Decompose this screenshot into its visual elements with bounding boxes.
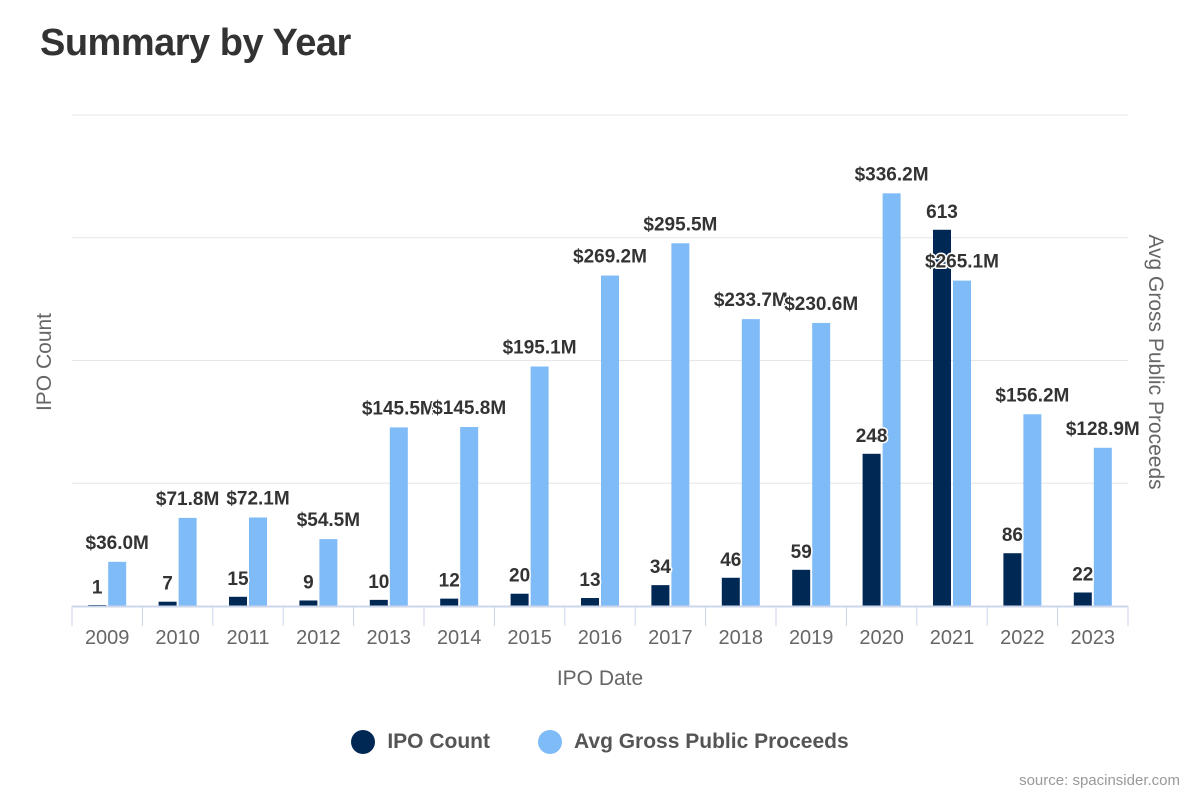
legend: IPO Count Avg Gross Public Proceeds [0, 730, 1200, 754]
x-tick-label: 2009 [85, 627, 130, 649]
bar-ipo-count[interactable] [1073, 592, 1092, 606]
data-label-avg-proceeds: $336.2M [855, 164, 929, 185]
bar-avg-proceeds[interactable] [108, 561, 127, 606]
data-label-ipo-count: 7 [162, 574, 173, 595]
bar-ipo-count[interactable] [369, 599, 388, 606]
data-label-avg-proceeds: $128.9M [1066, 419, 1140, 440]
x-tick-label: 2018 [719, 627, 764, 649]
legend-swatch-ipo-count [351, 730, 376, 754]
bar-avg-proceeds[interactable] [953, 280, 971, 606]
x-tick-label: 2021 [930, 627, 975, 649]
x-axis: 2009 2010 2011 2012 2013 2014 2015 2016 2017 2018… [71, 605, 1129, 649]
bar-avg-proceeds[interactable] [319, 539, 338, 606]
x-tick-label: 2017 [648, 627, 693, 649]
x-tick-label: 2012 [296, 627, 341, 649]
bar-avg-proceeds[interactable] [249, 517, 267, 606]
bar-avg-proceeds[interactable] [389, 427, 408, 606]
bar-avg-proceeds[interactable] [671, 243, 690, 606]
x-tick-label: 2022 [1000, 627, 1045, 649]
legend-label-ipo-count: IPO Count [387, 730, 490, 753]
data-label-avg-proceeds: $230.6M [784, 294, 858, 315]
bar-ipo-count[interactable] [792, 569, 811, 606]
bar-ipo-count[interactable] [299, 600, 318, 606]
bar-ipo-count[interactable] [229, 596, 247, 606]
data-label-avg-proceeds: $265.1M [925, 252, 999, 273]
data-label-avg-proceeds: $233.7M [714, 290, 788, 311]
x-tick-label: 2014 [437, 627, 482, 649]
bar-avg-proceeds[interactable] [1093, 447, 1112, 606]
data-label-ipo-count: 15 [227, 569, 249, 590]
legend-label-avg-proceeds: Avg Gross Public Proceeds [574, 730, 849, 753]
data-label-ipo-count: 613 [926, 202, 958, 223]
data-label-ipo-count: 46 [720, 550, 741, 571]
bar-ipo-count[interactable] [581, 598, 599, 606]
data-label-ipo-count: 12 [439, 571, 460, 592]
y2-axis-title: Avg Gross Public Proceeds [1144, 234, 1167, 489]
data-label-ipo-count: 9 [303, 572, 314, 593]
data-label-ipo-count: 248 [856, 426, 888, 447]
data-labels: 1 $36.0M 7 $71.8M 15 $72.1M 9 $54.5M 10 $145.5M 12… [84, 163, 1141, 600]
y-axis-title: IPO Count [33, 313, 56, 411]
source-note: source: spacinsider.com [1019, 772, 1180, 789]
data-label-avg-proceeds: $145.5M [362, 398, 436, 419]
bar-ipo-count[interactable] [651, 585, 670, 606]
bar-ipo-count[interactable] [510, 593, 529, 606]
data-label-ipo-count: 86 [1002, 525, 1023, 546]
bar-avg-proceeds[interactable] [460, 427, 479, 606]
legend-item-ipo-count[interactable]: IPO Count [351, 730, 490, 754]
x-tick-label: 2011 [226, 627, 269, 649]
legend-item-avg-proceeds[interactable]: Avg Gross Public Proceeds [538, 730, 849, 754]
grid-lines [72, 114, 1128, 484]
bar-ipo-count[interactable] [721, 577, 740, 606]
data-label-avg-proceeds: $71.8M [156, 489, 219, 510]
bar-ipo-count[interactable] [862, 453, 881, 606]
data-label-ipo-count: 20 [509, 566, 530, 587]
x-tick-label: 2015 [507, 627, 552, 649]
data-label-avg-proceeds: $36.0M [86, 533, 149, 554]
x-tick-label: 2016 [578, 627, 623, 649]
chart-plot: 2009 2010 2011 2012 2013 2014 2015 2016 2017 2018… [33, 114, 1167, 690]
data-label-avg-proceeds: $156.2M [995, 385, 1069, 406]
data-label-avg-proceeds: $195.1M [503, 338, 577, 359]
x-tick-label: 2023 [1071, 627, 1116, 649]
data-label-ipo-count: 59 [791, 542, 812, 563]
data-label-ipo-count: 10 [368, 572, 389, 593]
bar-avg-proceeds[interactable] [530, 366, 549, 606]
bar-ipo-count[interactable] [933, 229, 951, 607]
bar-avg-proceeds[interactable] [812, 322, 831, 606]
data-label-ipo-count: 34 [650, 557, 672, 578]
chart-title: Summary by Year [40, 22, 351, 64]
legend-swatch-avg-proceeds [538, 730, 562, 754]
data-label-avg-proceeds: $145.8M [432, 398, 506, 419]
data-label-ipo-count: 13 [579, 570, 600, 591]
bar-avg-proceeds[interactable] [882, 193, 901, 606]
x-tick-label: 2013 [367, 627, 412, 649]
data-label-avg-proceeds: $72.1M [226, 488, 289, 509]
data-label-ipo-count: 22 [1072, 564, 1093, 585]
bar-avg-proceeds[interactable] [178, 517, 197, 606]
bar-ipo-count[interactable] [158, 601, 177, 606]
bar-avg-proceeds[interactable] [1023, 414, 1042, 606]
bar-ipo-count[interactable] [1003, 553, 1022, 606]
data-label-ipo-count: 1 [92, 577, 103, 598]
data-label-avg-proceeds: $295.5M [643, 214, 717, 235]
x-tick-label: 2019 [789, 627, 834, 649]
bar-avg-proceeds[interactable] [741, 319, 760, 606]
data-label-avg-proceeds: $54.5M [297, 510, 360, 531]
bar-ipo-count[interactable] [440, 598, 459, 606]
x-tick-label: 2020 [859, 627, 904, 649]
bar-avg-proceeds[interactable] [601, 275, 619, 606]
data-label-avg-proceeds: $269.2M [573, 247, 647, 268]
x-tick-label: 2010 [155, 627, 200, 649]
bars [88, 193, 1112, 607]
x-axis-title: IPO Date [557, 667, 643, 690]
